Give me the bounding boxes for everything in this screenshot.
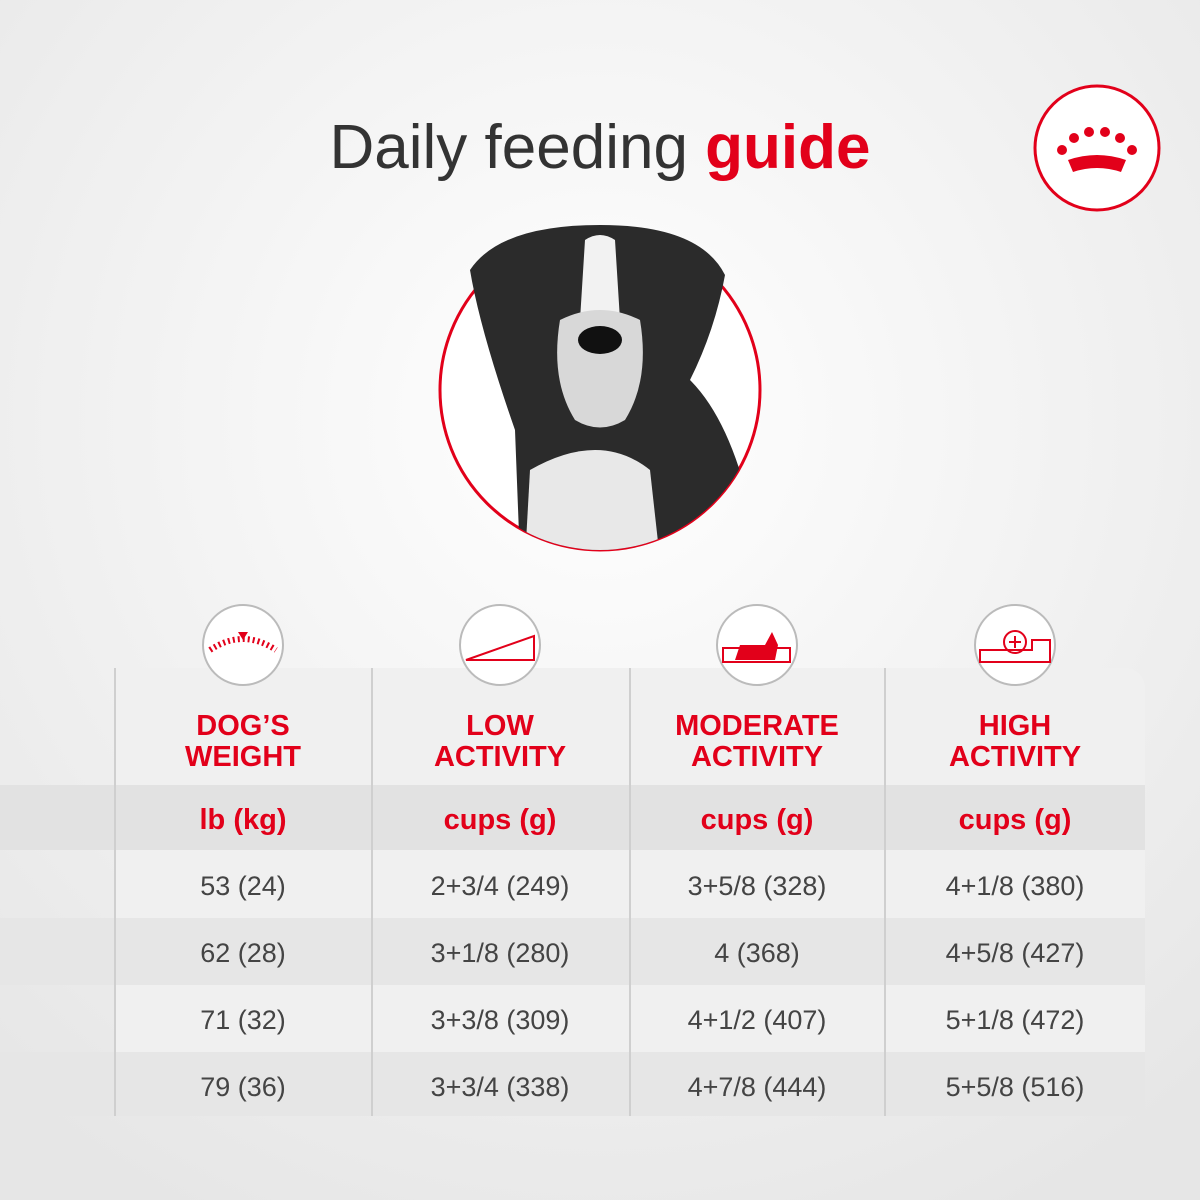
table-background <box>0 668 1145 1116</box>
title: Daily feeding guide <box>330 113 871 182</box>
table-cell: 4+7/8 (444) <box>688 1072 827 1102</box>
table-cell: 4+1/8 (380) <box>946 871 1085 901</box>
column-header: ACTIVITY <box>691 741 823 773</box>
column-header: ACTIVITY <box>434 741 566 773</box>
table-cell: 3+5/8 (328) <box>688 871 827 901</box>
table-cell: 71 (32) <box>200 1005 286 1035</box>
column-header: MODERATE <box>675 710 839 742</box>
column-header: LOW <box>466 710 534 742</box>
table-cell: 2+3/4 (249) <box>431 871 570 901</box>
unit-label: lb (kg) <box>200 804 287 836</box>
column-icons <box>202 604 1056 686</box>
table-cell: 5+5/8 (516) <box>946 1072 1085 1102</box>
column-header: WEIGHT <box>185 741 301 773</box>
logo <box>1033 84 1161 212</box>
unit-label: cups (g) <box>959 804 1072 836</box>
table-cell: 3+3/8 (309) <box>431 1005 570 1035</box>
table-cell: 79 (36) <box>200 1072 286 1102</box>
table-cell: 4+5/8 (427) <box>946 938 1085 968</box>
column-header: DOG’S <box>196 710 289 742</box>
title-text: Daily feeding <box>330 113 688 182</box>
table-cell: 62 (28) <box>200 938 286 968</box>
title-highlight: guide <box>705 113 870 182</box>
table-cell: 3+3/4 (338) <box>431 1072 570 1102</box>
table-cell: 5+1/8 (472) <box>946 1005 1085 1035</box>
column-header: ACTIVITY <box>949 741 1081 773</box>
column-header: HIGH <box>979 710 1052 742</box>
unit-label: cups (g) <box>701 804 814 836</box>
table-cell: 4 (368) <box>714 938 800 968</box>
unit-label: cups (g) <box>444 804 557 836</box>
table-cell: 53 (24) <box>200 871 286 901</box>
table-cell: 3+1/8 (280) <box>431 938 570 968</box>
dog-portrait <box>438 225 762 552</box>
table-cell: 4+1/2 (407) <box>688 1005 827 1035</box>
